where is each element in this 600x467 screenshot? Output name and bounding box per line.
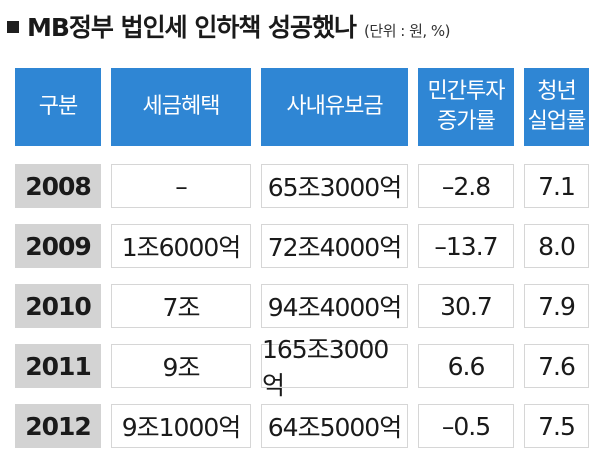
tax-benefit-cell: 7조: [111, 284, 251, 328]
youth-unemployment-cell: 7.5: [524, 404, 589, 448]
header-private-investment: 민간투자 증가률: [418, 68, 514, 146]
header-tax-benefit: 세금혜택: [111, 68, 251, 146]
private-investment-cell: 6.6: [418, 344, 514, 388]
tax-benefit-cell: 1조6000억: [111, 224, 251, 268]
youth-unemployment-cell: 8.0: [524, 224, 589, 268]
title-bar: MB정부 법인세 인하책 성공했나 (단위 : 원, %): [7, 8, 451, 48]
header-retained-earnings: 사내유보금: [261, 68, 408, 146]
private-investment-cell: –2.8: [418, 164, 514, 208]
youth-unemployment-cell: 7.1: [524, 164, 589, 208]
year-cell: 2012: [15, 404, 101, 448]
retained-earnings-cell: 165조3000억: [261, 335, 408, 400]
unit-note: (단위 : 원, %): [364, 22, 451, 40]
year-cell: 2009: [15, 224, 101, 268]
private-investment-cell: 30.7: [418, 284, 514, 328]
year-cell: 2011: [15, 344, 101, 388]
header-category: 구분: [15, 68, 101, 146]
chart-title: MB정부 법인세 인하책 성공했나: [27, 13, 357, 42]
youth-unemployment-cell: 7.6: [524, 344, 589, 388]
retained-earnings-cell: 65조3000억: [261, 164, 408, 208]
retained-earnings-cell: 64조5000억: [261, 404, 408, 448]
youth-unemployment-cell: 7.9: [524, 284, 589, 328]
tax-benefit-cell: –: [111, 164, 251, 208]
retained-earnings-cell: 72조4000억: [261, 224, 408, 268]
square-bullet-icon: [7, 21, 19, 33]
year-cell: 2008: [15, 164, 101, 208]
tax-benefit-cell: 9조: [111, 344, 251, 388]
tax-benefit-cell: 9조1000억: [111, 404, 251, 448]
private-investment-cell: –0.5: [418, 404, 514, 448]
private-investment-cell: –13.7: [418, 224, 514, 268]
retained-earnings-cell: 94조4000억: [261, 284, 408, 328]
year-cell: 2010: [15, 284, 101, 328]
header-youth-unemployment: 청년 실업률: [524, 68, 589, 146]
